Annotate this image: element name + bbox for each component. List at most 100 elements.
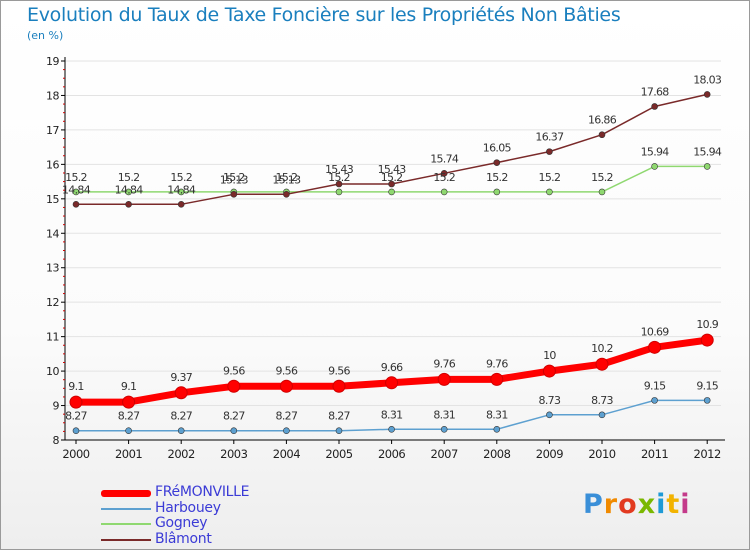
- data-point-fremonville: [332, 379, 346, 393]
- data-label-gogney: 15.94: [693, 145, 722, 158]
- data-label-blamont: 17.68: [641, 85, 670, 98]
- data-label-harbouey: 8.31: [381, 408, 403, 421]
- data-point-gogney: [598, 188, 606, 196]
- y-tick-label: 14: [46, 227, 59, 240]
- data-label-gogney: 15.2: [328, 171, 350, 184]
- data-point-blamont: [651, 103, 658, 110]
- proxiti-logo: Proxiti: [583, 489, 691, 520]
- data-point-blamont: [72, 201, 80, 208]
- data-point-harbouey: [651, 397, 658, 404]
- data-label-gogney: 15.2: [170, 171, 192, 184]
- data-point-gogney: [72, 188, 80, 196]
- y-tick-label: 8: [53, 434, 60, 447]
- data-point-fremonville: [542, 364, 556, 378]
- legend-label-fremonville: FRéMONVILLE: [155, 484, 250, 500]
- data-label-harbouey: 8.27: [276, 410, 298, 423]
- data-point-fremonville: [385, 376, 399, 390]
- data-point-fremonville: [122, 395, 136, 409]
- data-point-fremonville: [595, 357, 609, 371]
- data-label-gogney: 15.2: [276, 171, 298, 184]
- data-point-blamont: [125, 201, 132, 208]
- y-tick-label: 10: [46, 365, 59, 378]
- data-point-gogney: [388, 188, 395, 196]
- data-label-fremonville: 9.56: [223, 364, 245, 377]
- data-point-fremonville: [437, 372, 451, 386]
- y-tick-label: 12: [46, 296, 59, 309]
- data-point-harbouey: [177, 427, 185, 434]
- data-point-gogney: [335, 188, 343, 196]
- data-label-fremonville: 9.1: [121, 380, 136, 393]
- data-label-harbouey: 8.27: [65, 410, 87, 423]
- data-label-gogney: 15.2: [486, 171, 508, 184]
- x-tick-label: 2009: [536, 447, 563, 461]
- x-tick-label: 2006: [378, 447, 405, 461]
- brand-letter: x: [637, 489, 657, 520]
- data-point-harbouey: [230, 427, 238, 434]
- legend-label-gogney: Gogney: [155, 515, 208, 531]
- data-point-blamont: [177, 201, 185, 208]
- data-point-gogney: [546, 188, 553, 196]
- y-tick-label: 15: [46, 193, 59, 206]
- x-tick-label: 2000: [62, 447, 89, 461]
- y-tick-label: 19: [46, 55, 59, 68]
- x-tick-label: 2007: [431, 447, 458, 461]
- brand-letter: i: [680, 489, 691, 520]
- data-point-harbouey: [440, 426, 448, 433]
- data-label-blamont: 15.13: [272, 173, 301, 186]
- data-label-gogney: 15.2: [539, 171, 561, 184]
- data-point-blamont: [283, 191, 290, 198]
- data-label-fremonville: 10: [543, 349, 556, 362]
- x-tick-label: 2010: [588, 447, 615, 461]
- data-label-fremonville: 10.9: [696, 318, 718, 331]
- brand-letter: i: [656, 489, 667, 520]
- data-label-blamont: 14.84: [62, 183, 91, 196]
- data-point-harbouey: [72, 427, 80, 434]
- y-tick-label: 18: [46, 89, 59, 102]
- brand-letter: r: [603, 489, 619, 520]
- data-label-fremonville: 9.76: [433, 357, 455, 370]
- data-point-harbouey: [335, 427, 343, 434]
- data-label-harbouey: 8.73: [539, 394, 561, 407]
- legend-swatch-harbouey: [101, 507, 151, 510]
- data-point-gogney: [125, 188, 132, 196]
- data-point-harbouey: [388, 426, 395, 433]
- y-tick-label: 13: [46, 262, 59, 275]
- data-label-gogney: 15.94: [641, 145, 670, 158]
- x-tick-label: 2008: [483, 447, 510, 461]
- data-label-harbouey: 8.31: [486, 408, 508, 421]
- data-label-blamont: 16.05: [483, 142, 512, 155]
- data-label-harbouey: 8.27: [328, 410, 350, 423]
- data-label-fremonville: 9.56: [276, 364, 298, 377]
- data-point-blamont: [703, 91, 711, 98]
- data-point-gogney: [703, 163, 711, 170]
- data-point-harbouey: [125, 427, 132, 434]
- data-label-fremonville: 10.69: [641, 325, 670, 338]
- x-tick-label: 2005: [325, 447, 352, 461]
- data-label-blamont: 16.86: [588, 114, 617, 127]
- data-label-harbouey: 9.15: [644, 379, 666, 392]
- data-point-blamont: [493, 159, 501, 166]
- data-label-blamont: 16.37: [535, 131, 564, 144]
- y-axis-unit-label: (en %): [27, 29, 64, 42]
- data-label-blamont: 15.74: [430, 152, 459, 165]
- data-label-blamont: 15.43: [378, 163, 407, 176]
- data-point-harbouey: [546, 411, 553, 419]
- data-label-blamont: 18.03: [693, 73, 722, 86]
- data-point-fremonville: [174, 386, 188, 400]
- data-point-fremonville: [490, 372, 504, 386]
- chart-title: Evolution du Taux de Taxe Foncière sur l…: [27, 4, 621, 26]
- x-tick-label: 2012: [694, 447, 721, 461]
- brand-letter: P: [583, 489, 604, 520]
- data-label-fremonville: 9.56: [328, 364, 350, 377]
- x-tick-label: 2004: [273, 447, 300, 461]
- legend-swatch-fremonville: [101, 489, 151, 497]
- data-point-fremonville: [279, 379, 293, 393]
- data-label-blamont: 15.43: [325, 163, 354, 176]
- y-tick-label: 11: [46, 331, 59, 344]
- data-label-harbouey: 8.73: [591, 394, 613, 407]
- legend-swatch-gogney: [101, 523, 151, 525]
- data-label-blamont: 14.84: [115, 183, 144, 196]
- data-point-gogney: [440, 188, 448, 196]
- data-point-blamont: [230, 191, 238, 198]
